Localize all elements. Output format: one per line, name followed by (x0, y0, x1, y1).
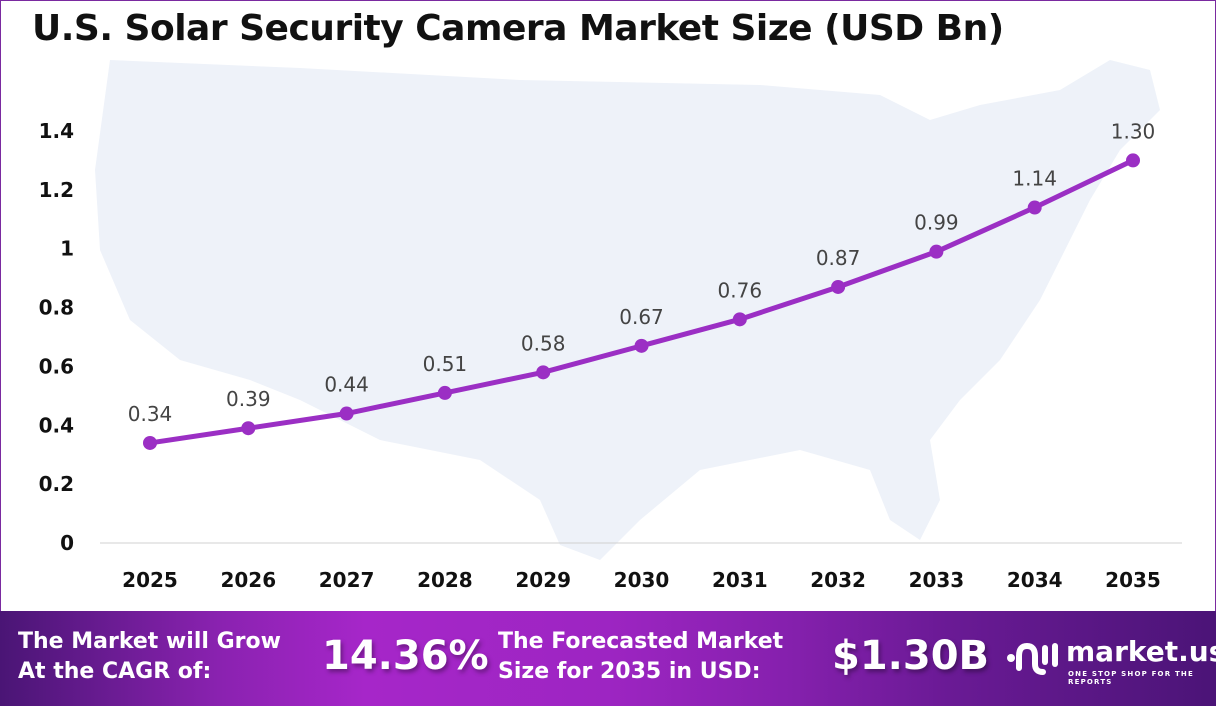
data-point (1126, 153, 1140, 168)
data-label: 0.34 (128, 402, 173, 426)
data-point (732, 312, 747, 327)
logo-tagline: ONE STOP SHOP FOR THE REPORTS (1068, 670, 1194, 686)
x-tick-label: 2029 (515, 568, 571, 592)
data-point (143, 435, 157, 450)
data-label: 1.14 (1012, 167, 1057, 191)
data-label: 0.51 (423, 352, 468, 376)
x-tick-label: 2030 (614, 568, 670, 592)
market-us-logo-icon (1007, 642, 1058, 675)
x-tick-label: 2025 (122, 568, 178, 592)
data-point (437, 385, 452, 400)
data-label: 0.67 (619, 305, 664, 329)
chart-title: U.S. Solar Security Camera Market Size (… (32, 8, 1004, 49)
data-point (634, 338, 649, 353)
y-tick-label: 0.6 (39, 354, 74, 378)
us-map-watermark (95, 60, 1160, 560)
cagr-label-line1: The Market will Grow (18, 629, 281, 654)
line-chart: 0 0.2 0.4 0.6 0.8 1 1.2 1.4 2025 2026 2027 2028 202… (39, 60, 1182, 592)
data-point (536, 365, 551, 380)
data-label: 0.87 (816, 246, 861, 270)
data-point (929, 244, 944, 259)
cagr-label-line2: At the CAGR of: (18, 659, 212, 684)
y-tick-label: 0 (60, 531, 74, 555)
x-tick-label: 2032 (810, 568, 866, 592)
x-tick-label: 2026 (220, 568, 276, 592)
x-tick-label: 2034 (1007, 568, 1063, 592)
x-tick-label: 2033 (909, 568, 965, 592)
x-tick-label: 2028 (417, 568, 473, 592)
forecast-value: $1.30B (832, 633, 990, 679)
data-label: 0.39 (226, 387, 271, 411)
footer-banner: The Market will Grow At the CAGR of: 14.… (0, 611, 1216, 706)
y-tick-label: 1 (60, 237, 74, 261)
data-label: 0.58 (521, 331, 566, 355)
data-point (1027, 200, 1042, 215)
data-point (831, 279, 846, 294)
data-label: 0.76 (718, 278, 763, 302)
data-point (241, 421, 256, 436)
y-tick-label: 0.2 (39, 472, 74, 496)
data-point (339, 406, 354, 421)
logo-name: market.us (1066, 635, 1216, 668)
forecast-label: The Forecasted Market Size for 2035 in U… (498, 627, 783, 687)
forecast-label-line2: Size for 2035 in USD: (498, 659, 761, 684)
data-label: 0.99 (914, 211, 959, 235)
x-tick-label: 2031 (712, 568, 768, 592)
y-tick-label: 1.4 (39, 119, 74, 143)
x-tick-label: 2027 (319, 568, 375, 592)
y-tick-label: 0.4 (39, 413, 74, 437)
cagr-value: 14.36% (322, 633, 489, 679)
data-label: 0.44 (324, 373, 369, 397)
x-tick-label: 2035 (1105, 568, 1161, 592)
cagr-label: The Market will Grow At the CAGR of: (18, 627, 281, 687)
forecast-label-line1: The Forecasted Market (498, 629, 784, 654)
y-tick-label: 1.2 (39, 178, 74, 202)
data-label: 1.30 (1111, 119, 1156, 143)
y-tick-label: 0.8 (39, 296, 74, 320)
